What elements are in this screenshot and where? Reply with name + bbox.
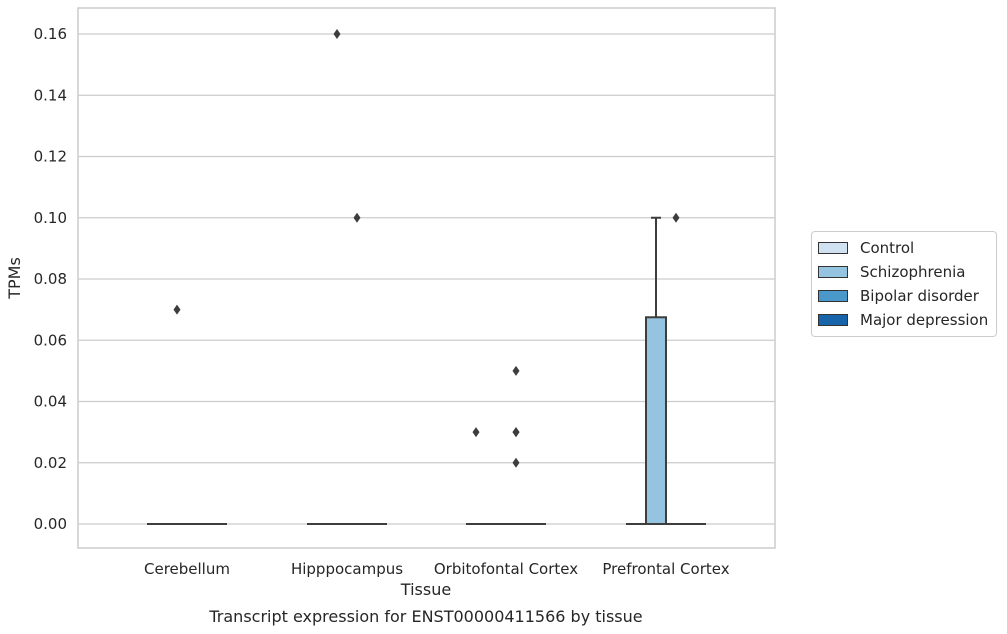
outlier-point [333, 29, 341, 39]
box-schizophrenia [645, 216, 667, 525]
y-tick-label: 0.08 [34, 270, 67, 288]
legend-label: Schizophrenia [860, 263, 966, 281]
legend-label: Bipolar disorder [860, 287, 979, 305]
y-tick-label: 0.10 [34, 209, 67, 227]
legend-swatch [818, 290, 848, 302]
y-tick-label: 0.16 [34, 25, 67, 43]
outlier-point [512, 427, 520, 438]
y-tick-label: 0.00 [34, 515, 67, 533]
x-tick-label: Prefrontal Cortex [602, 560, 729, 578]
y-tick-label: 0.06 [34, 331, 67, 349]
y-axis-title: TPMs [5, 257, 24, 300]
y-tick-label: 0.04 [34, 393, 67, 411]
chart-caption: Transcript expression for ENST0000041156… [208, 607, 642, 626]
x-tick-label: Hipppocampus [291, 560, 403, 578]
legend-item: Major depression [812, 308, 996, 332]
legend-label: Control [860, 239, 915, 257]
box-bipolar-disorder [506, 365, 526, 525]
grid-lines [78, 33, 775, 525]
box-schizophrenia [327, 29, 347, 525]
legend-swatch [818, 314, 848, 326]
legend-swatch [818, 242, 848, 254]
box-body [645, 316, 667, 525]
legend-label: Major depression [860, 311, 989, 329]
y-tick-labels: 0.00 0.02 0.04 0.06 0.08 0.10 0.12 0.14 0.16 [34, 25, 67, 533]
legend-swatch [818, 266, 848, 278]
box-control [466, 427, 486, 525]
boxes [147, 29, 706, 525]
box-schizophrenia [167, 304, 187, 525]
box-bipolar-disorder [666, 212, 686, 525]
plot-area-frame [77, 7, 776, 549]
box-bipolar-disorder [347, 212, 367, 525]
x-axis-title: Tissue [400, 580, 451, 599]
x-tick-labels: Cerebellum Hipppocampus Orbitofontal Corte… [144, 560, 730, 578]
outlier-point [353, 212, 361, 223]
outlier-point [512, 365, 520, 376]
legend-item: Control [812, 236, 996, 260]
outlier-point [512, 457, 520, 468]
y-tick-label: 0.14 [34, 86, 67, 104]
x-tick-label: Orbitofontal Cortex [434, 560, 578, 578]
legend: Control Schizophrenia Bipolar disorder Majo… [811, 231, 997, 337]
legend-item: Bipolar disorder [812, 284, 996, 308]
y-tick-label: 0.02 [34, 454, 67, 472]
legend-item: Schizophrenia [812, 260, 996, 284]
y-tick-label: 0.12 [34, 148, 67, 166]
x-tick-label: Cerebellum [144, 560, 230, 578]
outlier-point [173, 304, 181, 315]
outlier-point [472, 427, 480, 438]
outlier-point [672, 212, 680, 223]
